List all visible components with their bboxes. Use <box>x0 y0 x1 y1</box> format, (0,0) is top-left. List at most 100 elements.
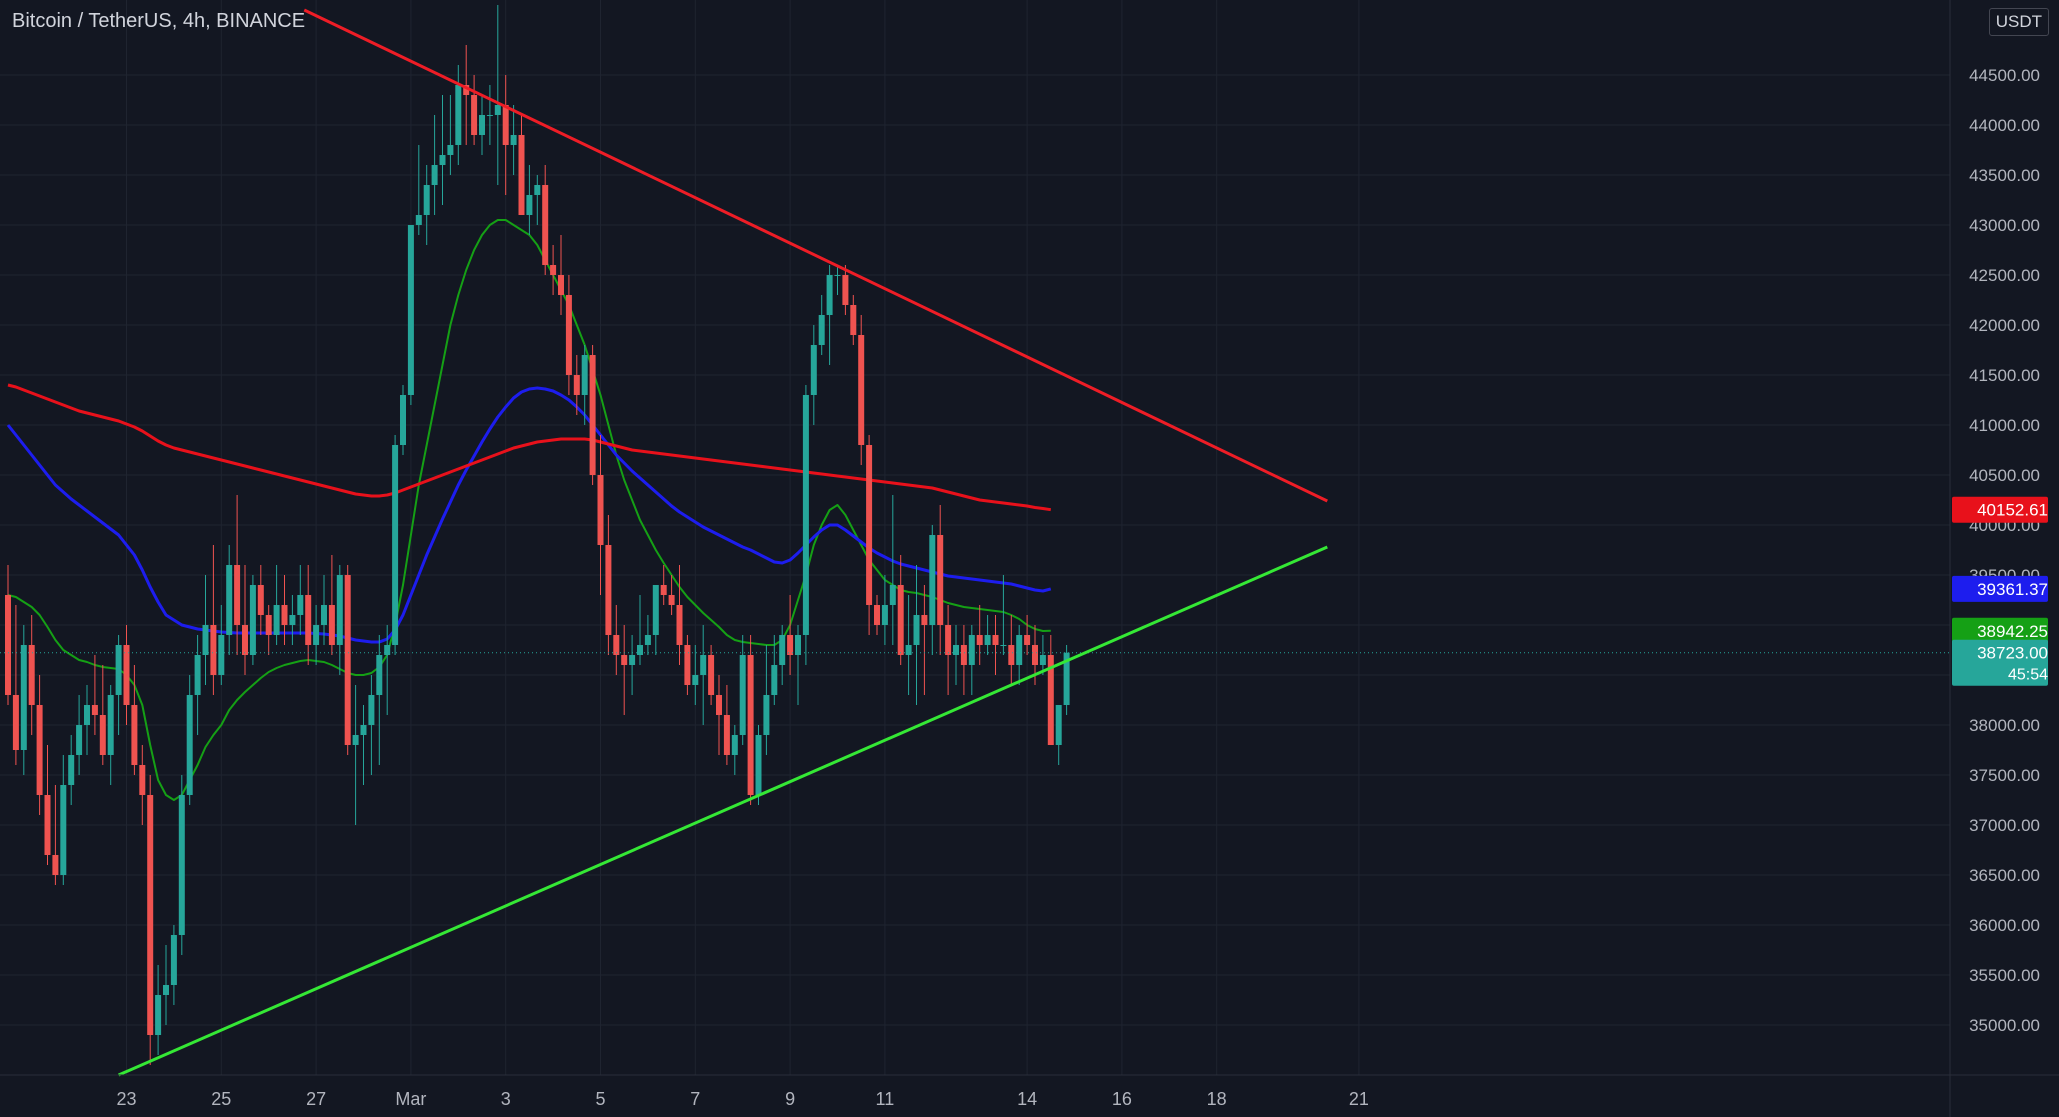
candle-body <box>889 585 896 605</box>
price-label-text: 40152.61 <box>1977 501 2048 520</box>
x-tick-label: 9 <box>785 1089 795 1109</box>
candle-body <box>921 615 928 625</box>
candle-body <box>1039 655 1046 665</box>
candle-body <box>676 605 683 645</box>
candle-body <box>155 995 162 1035</box>
candle-body <box>660 585 667 595</box>
candle-body <box>779 635 786 665</box>
candle-body <box>684 645 691 685</box>
price-label-box <box>1952 575 2048 602</box>
candle-body <box>99 715 106 755</box>
x-tick-label: 21 <box>1349 1089 1369 1109</box>
price-label-text: 39361.37 <box>1977 580 2048 599</box>
candle-body <box>242 625 248 655</box>
candle-body <box>352 735 359 745</box>
candle-body <box>518 135 525 215</box>
y-tick-label: 35500.00 <box>1969 966 2040 985</box>
candle-body <box>1016 635 1023 665</box>
candle-body <box>68 755 75 785</box>
price-label-box <box>1952 639 2048 686</box>
candle-body <box>186 695 193 795</box>
candle-body <box>1047 655 1054 745</box>
candle-body <box>384 645 391 655</box>
candle-body <box>976 635 983 645</box>
candlestick-series <box>5 5 1070 1065</box>
candle-body <box>542 185 549 265</box>
candle-body <box>637 645 643 655</box>
candle-body <box>937 535 944 625</box>
candle-body <box>178 795 185 935</box>
candle-body <box>652 585 659 635</box>
y-tick-label: 41500.00 <box>1969 366 2040 385</box>
candle-body <box>692 675 699 685</box>
candle-body <box>479 115 485 135</box>
candle-body <box>787 635 794 655</box>
price-label-box <box>1952 496 2048 523</box>
candle-body <box>360 725 367 735</box>
candle-body <box>763 695 770 735</box>
candle-body <box>44 795 51 855</box>
candle-body <box>407 225 414 395</box>
candle-body <box>897 585 904 655</box>
candle-body <box>984 635 991 645</box>
candle-body <box>194 655 201 695</box>
y-tick-label: 37000.00 <box>1969 816 2040 835</box>
x-tick-label: Mar <box>395 1089 426 1109</box>
x-tick-label: 25 <box>211 1089 231 1109</box>
candle-body <box>12 695 19 750</box>
candle-body <box>76 725 83 755</box>
candle-body <box>842 275 849 305</box>
candle-body <box>716 695 722 715</box>
candle-body <box>494 105 501 115</box>
candle-body <box>163 985 169 995</box>
candle-body <box>929 535 936 625</box>
candle-body <box>621 655 628 665</box>
x-tick-label: 14 <box>1017 1089 1037 1109</box>
candle-body <box>321 605 327 625</box>
candle-body <box>613 635 620 655</box>
candle-body <box>431 165 438 185</box>
candle-body <box>234 565 241 625</box>
candle-body <box>597 475 604 545</box>
trendline-support <box>117 545 1328 1077</box>
candle-body <box>881 605 888 625</box>
candle-body <box>313 625 320 645</box>
candle-body <box>400 395 406 445</box>
candle-body <box>344 575 351 745</box>
candle-body <box>913 615 920 645</box>
y-tick-label: 35000.00 <box>1969 1016 2040 1035</box>
x-tick-label: 11 <box>876 1089 895 1109</box>
x-tick-label: 16 <box>1112 1089 1132 1109</box>
candle-body <box>60 785 67 875</box>
candle-body <box>905 645 912 655</box>
candle-body <box>463 85 470 95</box>
y-tick-label: 40500.00 <box>1969 466 2040 485</box>
candle-body <box>747 655 754 795</box>
candle-body <box>945 625 952 655</box>
symbol-title: Bitcoin / TetherUS, 4h, BINANCE <box>12 10 306 32</box>
candle-body <box>139 765 146 795</box>
chart-grid <box>0 0 1950 1075</box>
candle-body <box>771 665 778 695</box>
candle-body <box>226 565 233 635</box>
candle-body <box>447 145 454 155</box>
candle-body <box>810 345 817 395</box>
candle-body <box>858 335 865 445</box>
candle-body <box>565 295 572 375</box>
candle-body <box>202 625 209 655</box>
x-tick-label: 27 <box>306 1089 326 1109</box>
candle-body <box>28 645 35 705</box>
currency-badge[interactable]: USDT <box>1988 8 2049 36</box>
candle-body <box>953 645 959 655</box>
candle-body <box>392 445 399 645</box>
candle-body <box>534 185 541 195</box>
x-tick-label: 23 <box>116 1089 136 1109</box>
candle-body <box>289 615 296 625</box>
x-tick-label: 5 <box>595 1089 605 1109</box>
candle-body <box>218 635 225 675</box>
candle-body <box>573 375 580 395</box>
candle-body <box>84 705 90 725</box>
candle-body <box>1008 645 1015 665</box>
candle-body <box>802 395 809 635</box>
